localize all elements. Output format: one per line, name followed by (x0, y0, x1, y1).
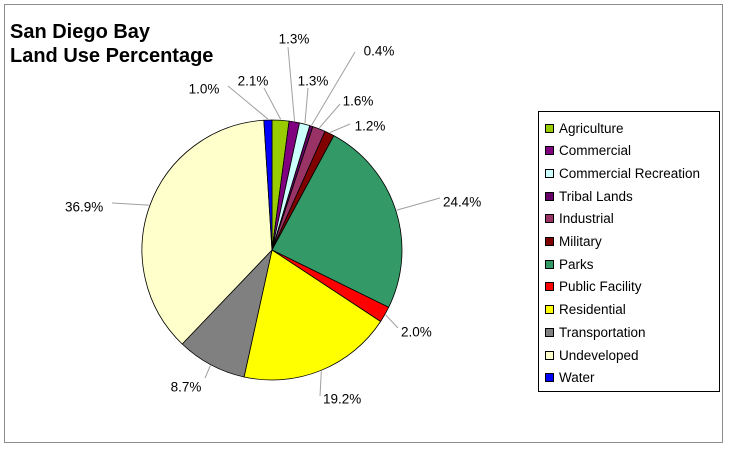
pie-slice-undeveloped (141, 119, 273, 345)
legend-swatch (545, 305, 554, 315)
legend-item: Transportation (545, 323, 646, 341)
leader-line (319, 103, 341, 129)
leader-line (263, 87, 282, 120)
legend-label: Industrial (559, 211, 614, 227)
legend-label: Military (559, 234, 602, 249)
leader-line (319, 371, 322, 397)
legend-label: Residential (559, 302, 626, 318)
legend-item: Tribal Lands (545, 187, 633, 205)
leader-line (204, 365, 211, 379)
data-label: 0.4% (364, 44, 395, 59)
legend-item: Residential (545, 301, 626, 319)
legend-swatch (545, 350, 554, 360)
legend-item: Agriculture (545, 119, 624, 137)
leader-line (385, 314, 399, 329)
data-label: 1.6% (343, 94, 374, 109)
legend-item: Water (545, 369, 595, 387)
legend-item: Commercial Recreation (545, 164, 700, 182)
legend-label: Commercial (559, 143, 632, 159)
data-label: 1.2% (355, 119, 386, 134)
data-label: 1.0% (189, 82, 220, 97)
data-label: 24.4% (443, 195, 481, 210)
chart-legend: Agriculture Commercial Commercial Recreati… (538, 111, 720, 392)
leader-line (111, 202, 149, 206)
legend-item: Undeveloped (545, 346, 639, 364)
legend-swatch (545, 168, 554, 178)
leader-line (396, 197, 441, 211)
chart-title-line-1: San Diego Bay (10, 21, 151, 43)
legend-label: Commercial Recreation (559, 165, 701, 181)
legend-swatch (545, 259, 554, 269)
legend-label: Water (559, 370, 595, 386)
chart-title: San Diego Bay Land Use Percentage (10, 20, 270, 68)
legend-swatch (545, 373, 554, 383)
leader-line (329, 123, 351, 133)
data-label: 36.9% (65, 200, 103, 215)
leader-line (227, 85, 269, 120)
legend-item: Public Facility (545, 278, 642, 296)
data-label: 2.0% (401, 325, 432, 340)
legend-label: Transportation (559, 324, 646, 340)
legend-swatch (545, 282, 554, 292)
legend-label: Undeveloped (559, 347, 639, 363)
legend-swatch (545, 214, 554, 224)
chart-title-line-2: Land Use Percentage (10, 45, 214, 67)
legend-item: Military (545, 233, 602, 251)
legend-item: Industrial (545, 210, 614, 228)
pie-slice-parks (271, 135, 403, 308)
legend-label: Public Facility (559, 279, 642, 295)
legend-label: Agriculture (559, 120, 624, 136)
legend-swatch (545, 327, 554, 337)
legend-swatch (545, 191, 554, 201)
legend-label: Parks (559, 256, 594, 272)
data-label: 1.3% (279, 32, 310, 47)
legend-item: Parks (545, 255, 594, 273)
leader-line (311, 51, 356, 126)
data-label: 8.7% (171, 380, 202, 395)
pie-slice-residential (243, 249, 382, 381)
data-label: 1.3% (298, 74, 329, 89)
legend-swatch (545, 146, 554, 156)
leader-line (304, 87, 309, 124)
legend-swatch (545, 123, 554, 133)
data-label: 19.2% (323, 392, 361, 407)
legend-item: Commercial (545, 142, 631, 160)
legend-swatch (545, 237, 554, 246)
pie-slice-water (263, 119, 273, 251)
data-label: 2.1% (238, 74, 269, 89)
leader-line (287, 46, 295, 121)
legend-label: Tribal Lands (559, 188, 633, 204)
